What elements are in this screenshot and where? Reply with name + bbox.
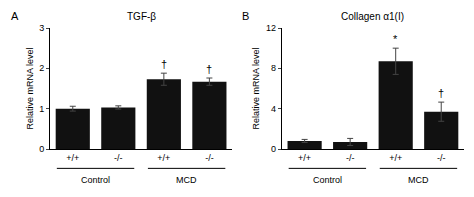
svg-text:+/+: +/+ — [389, 153, 402, 163]
svg-text:-/-: -/- — [205, 153, 214, 163]
svg-text:Control: Control — [81, 175, 110, 185]
svg-text:Control: Control — [313, 175, 342, 185]
svg-text:1: 1 — [39, 104, 44, 114]
svg-text:+/+: +/+ — [157, 153, 170, 163]
svg-text:12: 12 — [266, 23, 276, 33]
svg-text:4: 4 — [271, 104, 276, 114]
svg-text:MCD: MCD — [176, 175, 197, 185]
svg-text:8: 8 — [271, 63, 276, 73]
svg-text:MCD: MCD — [408, 175, 429, 185]
svg-text:+/+: +/+ — [66, 153, 79, 163]
svg-text:-/-: -/- — [437, 153, 446, 163]
svg-text:*: * — [393, 33, 398, 45]
svg-text:Relative mRNA level: Relative mRNA level — [25, 47, 35, 129]
svg-text:†: † — [161, 58, 167, 70]
svg-text:†: † — [206, 63, 212, 75]
svg-text:TGF-β: TGF-β — [127, 11, 156, 22]
svg-text:0: 0 — [39, 144, 44, 154]
svg-text:+/+: +/+ — [298, 153, 311, 163]
svg-text:-/-: -/- — [346, 153, 355, 163]
svg-text:Relative mRNA level: Relative mRNA level — [251, 47, 261, 129]
svg-text:-/-: -/- — [114, 153, 123, 163]
svg-text:A: A — [11, 10, 19, 22]
svg-text:†: † — [438, 87, 444, 99]
svg-text:3: 3 — [39, 23, 44, 33]
svg-text:B: B — [242, 10, 249, 22]
svg-text:0: 0 — [271, 144, 276, 154]
svg-text:2: 2 — [39, 63, 44, 73]
svg-text:Collagen α1(I): Collagen α1(I) — [341, 11, 404, 22]
